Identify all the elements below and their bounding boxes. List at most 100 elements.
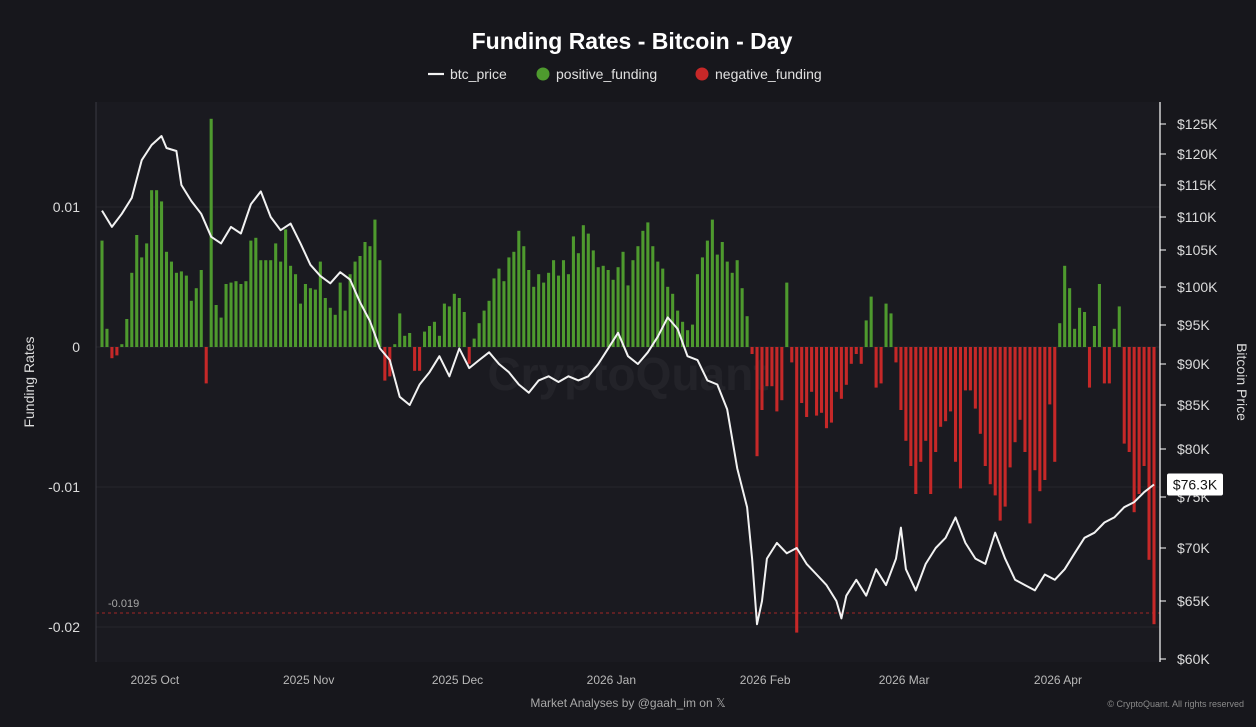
x-tick-label: 2026 Apr [1034,673,1082,687]
negative-funding-bar [1043,347,1047,480]
positive-funding-bar [214,305,218,347]
positive-funding-bar [735,260,739,347]
negative-funding-bar [849,347,853,364]
positive-funding-bar [254,237,258,347]
positive-funding-bar [378,260,382,347]
y-left-tick-label: 0 [72,339,80,355]
positive-funding-bar [482,310,486,347]
y-right-tick-label: $65K [1177,593,1210,609]
last-price-label: $76.3K [1173,477,1218,493]
positive-funding-bar [130,272,134,347]
positive-funding-bar [249,240,253,347]
positive-funding-bar [244,281,248,347]
negative-funding-bar [1132,347,1136,513]
footer-copyright: © CryptoQuant. All rights reserved [1107,699,1244,709]
x-tick-label: 2026 Jan [587,673,636,687]
positive-funding-bar [720,242,724,347]
positive-funding-bar [289,265,293,347]
positive-funding-bar [155,190,159,347]
negative-funding-bar [1023,347,1027,452]
y-right-tick-label: $105K [1177,242,1218,258]
positive-funding-bar [184,275,188,347]
y-right-tick-label: $110K [1177,209,1217,225]
y-right-tick-label: $70K [1177,540,1210,556]
positive-funding-bar [1068,288,1072,347]
negative-funding-bar [1033,347,1037,471]
positive-funding-bar [571,236,575,347]
positive-funding-bar [174,272,178,347]
positive-funding-bar [616,267,620,347]
legend-label-positive-funding: positive_funding [556,66,657,82]
positive-funding-bar [517,230,521,347]
negative-funding-bar [968,347,972,391]
positive-funding-bar [219,317,223,347]
positive-funding-bar [477,323,481,347]
positive-funding-bar [239,284,243,347]
y-left-tick-label: 0.01 [53,199,80,215]
positive-funding-bar [542,282,546,347]
negative-funding-bar [755,347,759,457]
positive-funding-bar [641,230,645,347]
positive-funding-bar [194,288,198,347]
positive-funding-bar [695,274,700,347]
positive-funding-bar [343,310,347,347]
negative-funding-bar [934,347,938,452]
legend-swatch-negative-funding [695,67,709,81]
positive-funding-bar [651,246,655,347]
positive-funding-bar [864,320,868,347]
positive-funding-bar [308,288,312,347]
positive-funding-bar [363,242,367,347]
negative-funding-bar [115,347,119,356]
negative-funding-bar [978,347,982,434]
positive-funding-bar [556,275,561,347]
positive-funding-bar [145,243,149,347]
y-right-tick-label: $95K [1177,317,1210,333]
negative-funding-bar [1142,347,1146,466]
positive-funding-bar [1082,312,1087,347]
positive-funding-bar [581,225,585,347]
y-right-tick-label: $100K [1177,279,1218,295]
positive-funding-bar [368,246,372,347]
last-price-badge: $76.3K [1167,473,1223,496]
positive-funding-bar [328,307,332,347]
negative-funding-bar [963,347,967,391]
funding-bars [100,118,1156,633]
positive-funding-bar [631,260,635,347]
positive-funding-bar [442,303,446,347]
positive-funding-bar [497,268,501,347]
positive-funding-bar [1058,323,1062,347]
negative-funding-bar [1147,347,1151,560]
negative-funding-bar [988,347,992,485]
positive-funding-bar [745,316,749,347]
positive-funding-bar [725,261,729,347]
negative-funding-bar [1107,347,1111,384]
x-tick-label: 2025 Oct [130,673,179,687]
positive-funding-bar [447,306,451,347]
positive-funding-bar [710,219,714,347]
negative-funding-bar [750,347,754,354]
y-left-tick-label: -0.01 [48,479,80,495]
positive-funding-bar [1078,307,1082,347]
x-tick-label: 2025 Nov [283,673,334,687]
positive-funding-bar [502,281,506,347]
positive-funding-bar [591,250,595,347]
negative-funding-bar [1102,347,1106,384]
positive-funding-bar [169,261,174,347]
positive-funding-bar [621,251,625,347]
positive-funding-bar [626,285,630,347]
negative-funding-bar [1053,347,1057,462]
negative-funding-bar [1028,347,1032,524]
positive-funding-bar [730,272,734,347]
negative-funding-bar [929,347,933,494]
negative-funding-bar [949,347,953,412]
y-right-tick-label: $60K [1177,651,1210,667]
positive-funding-bar [611,279,615,347]
positive-funding-bar [552,260,556,347]
positive-funding-bar [274,243,278,347]
positive-funding-bar [293,274,298,347]
negative-funding-bar [834,347,838,392]
positive-funding-bar [869,296,873,347]
negative-funding-bar [944,347,948,422]
positive-funding-bar [284,229,288,347]
positive-funding-bar [606,270,610,347]
